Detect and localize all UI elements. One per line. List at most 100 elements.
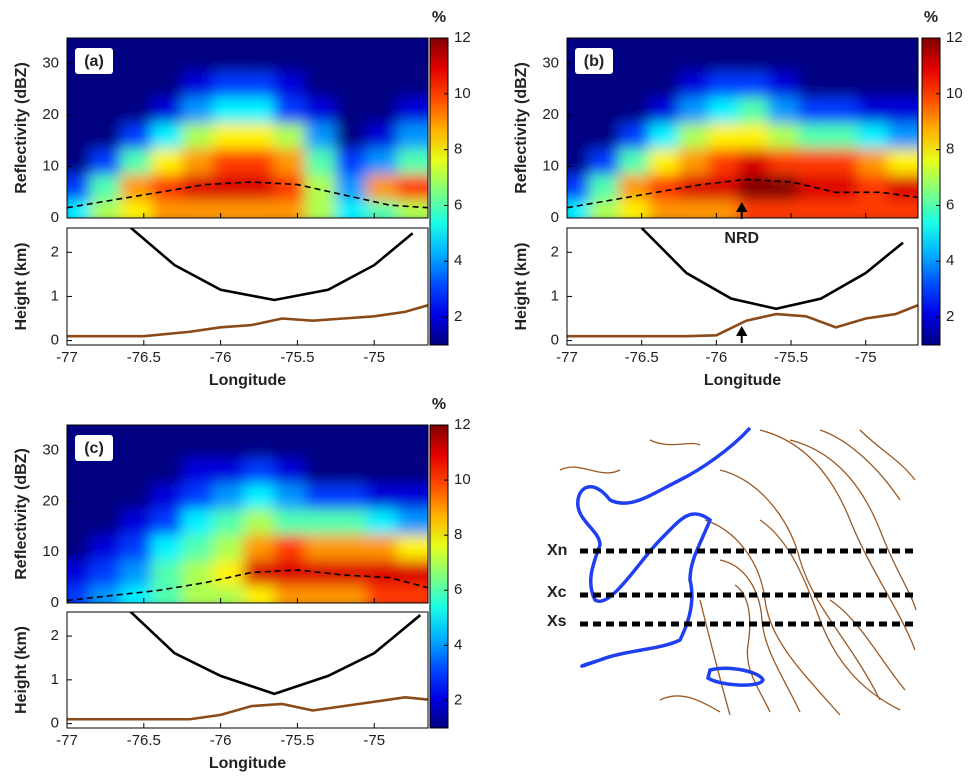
terrain-line [567, 304, 918, 338]
x-tick-label: -75.5 [280, 349, 314, 366]
y-axis-label: Reflectivity (dBZ) [13, 62, 30, 194]
colorbar-tick-label: 2 [946, 308, 954, 325]
colorbar-tick-label: 6 [946, 196, 954, 213]
y-axis-label: Height (km) [13, 626, 30, 714]
colorbar-tick-label: 4 [946, 252, 954, 269]
dashed-line [67, 569, 428, 602]
x-tick-label: -75 [855, 349, 877, 366]
heatmap [67, 38, 428, 218]
colorbar-tick-label: 8 [454, 141, 462, 158]
y-axis-label: Height (km) [13, 243, 30, 331]
colorbar [921, 37, 941, 346]
y-tick-label: 30 [42, 55, 59, 72]
heatmap-cell [887, 38, 918, 72]
x-axis-label: Longitude [209, 372, 286, 389]
colorbar-tick-label: 10 [946, 85, 963, 102]
dashed-line [67, 181, 428, 209]
x-tick-label: -76.5 [127, 732, 161, 749]
y-tick-label: 30 [542, 55, 559, 72]
y-tick-label: 20 [542, 106, 559, 123]
colorbar-label: % [924, 9, 938, 26]
colorbar-tick-label: 10 [454, 471, 471, 488]
x-axis-label: Longitude [704, 372, 781, 389]
map-background [545, 425, 918, 720]
panel-label: (c) [84, 440, 104, 457]
panel-label: (b) [584, 53, 604, 70]
x-tick-label: -75 [363, 349, 385, 366]
heatmap-cell [396, 425, 428, 459]
colorbar-tick-label: 4 [454, 252, 462, 269]
x-tick-label: -76.5 [127, 349, 161, 366]
colorbar-tick-label: 8 [946, 141, 954, 158]
lower-background [567, 228, 918, 345]
annotation-arrow [736, 201, 748, 219]
colorbar-label: % [432, 396, 446, 413]
y-tick-label: 1 [51, 287, 59, 304]
beam-line [129, 228, 414, 302]
heatmap [67, 425, 428, 603]
lake [706, 666, 765, 687]
panel-label-box [575, 48, 613, 74]
y-tick-label: 2 [51, 243, 59, 260]
colorbar-tick-label: 2 [454, 691, 462, 708]
y-tick-label: 30 [42, 441, 59, 458]
y-tick-label: 0 [51, 209, 59, 226]
y-tick-label: 10 [42, 158, 59, 175]
y-tick-label: 2 [51, 627, 59, 644]
y-tick-label: 0 [51, 594, 59, 611]
colorbar-tick-label: 8 [454, 526, 462, 543]
lower-lines [67, 228, 428, 338]
y-tick-label: 10 [542, 158, 559, 175]
y-tick-label: 0 [51, 715, 59, 732]
lower-background [67, 612, 428, 728]
x-tick-label: -76 [706, 349, 728, 366]
plot-frame [66, 424, 429, 604]
colorbar-tick-label: 6 [454, 196, 462, 213]
plot-frame [66, 37, 429, 219]
x-tick-label: -76 [210, 349, 232, 366]
x-tick-label: -75.5 [280, 732, 314, 749]
panel-label-box [75, 48, 113, 74]
coastline [576, 426, 752, 668]
y-tick-label: 20 [42, 492, 59, 509]
lower-lines [67, 612, 428, 721]
x-tick-label: -75 [363, 732, 385, 749]
y-axis-label: Reflectivity (dBZ) [13, 448, 30, 580]
y-tick-label: 0 [551, 332, 559, 349]
annotation: NRD [724, 230, 759, 247]
plot-frame [66, 227, 429, 346]
y-tick-label: 20 [42, 106, 59, 123]
colorbar-tick-label: 6 [454, 581, 462, 598]
cross-section-lines [580, 548, 918, 627]
colorbar-tick-label: 2 [454, 308, 462, 325]
colorbar-tick-label: 12 [454, 416, 471, 433]
colorbar [429, 424, 449, 729]
x-tick-label: -77 [556, 349, 578, 366]
y-tick-label: 0 [51, 332, 59, 349]
beam-line [128, 612, 422, 696]
x-tick-label: -76.5 [625, 349, 659, 366]
map-label: Xs [547, 613, 567, 630]
y-axis-label: Reflectivity (dBZ) [513, 62, 530, 194]
heatmap-cells [67, 425, 428, 603]
heatmap-cells [67, 38, 428, 218]
dashed-line [567, 178, 918, 209]
y-tick-label: 1 [51, 671, 59, 688]
plot-frame [566, 227, 919, 346]
lower-lines [567, 228, 918, 338]
panel-label: (a) [84, 53, 104, 70]
annotation-arrow [736, 325, 748, 343]
colorbar-tick-label: 12 [454, 29, 471, 46]
colorbar-tick-label: 10 [454, 85, 471, 102]
terrain-contours [559, 429, 917, 716]
y-tick-label: 1 [551, 287, 559, 304]
colorbar-tick-label: 4 [454, 636, 462, 653]
x-tick-label: -75.5 [774, 349, 808, 366]
plot-frame [66, 611, 429, 729]
x-tick-label: -77 [56, 732, 78, 749]
y-tick-label: 2 [551, 243, 559, 260]
y-tick-label: 0 [551, 209, 559, 226]
x-tick-label: -76 [210, 732, 232, 749]
heatmap [567, 38, 918, 218]
